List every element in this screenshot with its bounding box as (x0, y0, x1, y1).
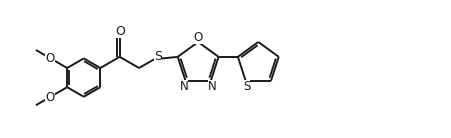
Text: S: S (243, 79, 250, 92)
Text: O: O (46, 52, 55, 65)
Text: N: N (179, 79, 188, 92)
Text: O: O (193, 31, 203, 44)
Text: N: N (208, 79, 217, 92)
Text: S: S (154, 50, 162, 63)
Text: O: O (115, 25, 124, 38)
Text: O: O (46, 91, 55, 104)
